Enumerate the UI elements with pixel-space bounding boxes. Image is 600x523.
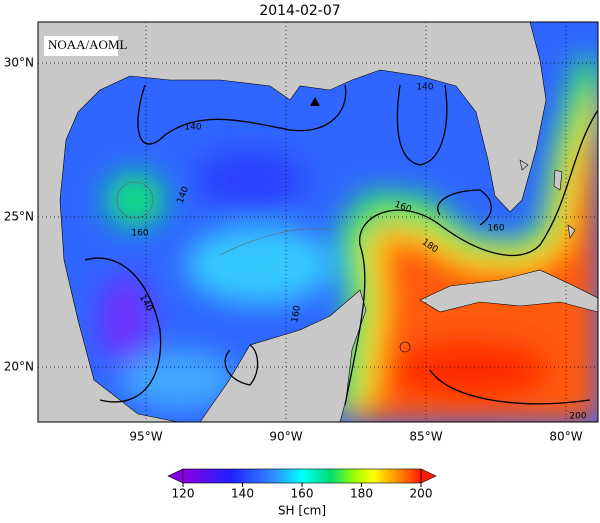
station-marker [310, 97, 320, 106]
colorbar-tick-label: 200 [410, 487, 433, 501]
credit: NOAA/AOML [48, 37, 128, 52]
lon-label: 80°W [549, 430, 582, 444]
colorbar-tick-label: 160 [291, 487, 314, 501]
contour-label: 160 [131, 229, 148, 239]
colorbar-tick-label: 180 [350, 487, 373, 501]
contour-label: 200 [569, 412, 586, 422]
contour-label: 160 [487, 224, 504, 234]
colorbar-tick-label: 120 [172, 487, 195, 501]
lat-label: 20°N [4, 360, 34, 374]
colorbar-label: SH [cm] [278, 504, 326, 518]
contour-label: 140 [416, 83, 433, 93]
lon-label: 90°W [269, 430, 302, 444]
lat-label: 30°N [4, 56, 34, 70]
contour-label: 160 [290, 304, 303, 323]
colorbar-tick-label: 140 [231, 487, 254, 501]
lat-label: 25°N [4, 210, 34, 224]
contour-label: 140 [184, 123, 201, 133]
lon-label: 95°W [129, 430, 162, 444]
map-area: 140 140 140 160 160 180 160 140 160 200 [38, 22, 598, 422]
map-frame [37, 21, 599, 423]
title: 2014-02-07 [259, 3, 340, 19]
lon-label: 85°W [409, 430, 442, 444]
credit-box [44, 36, 118, 56]
colorbar [167, 468, 437, 484]
